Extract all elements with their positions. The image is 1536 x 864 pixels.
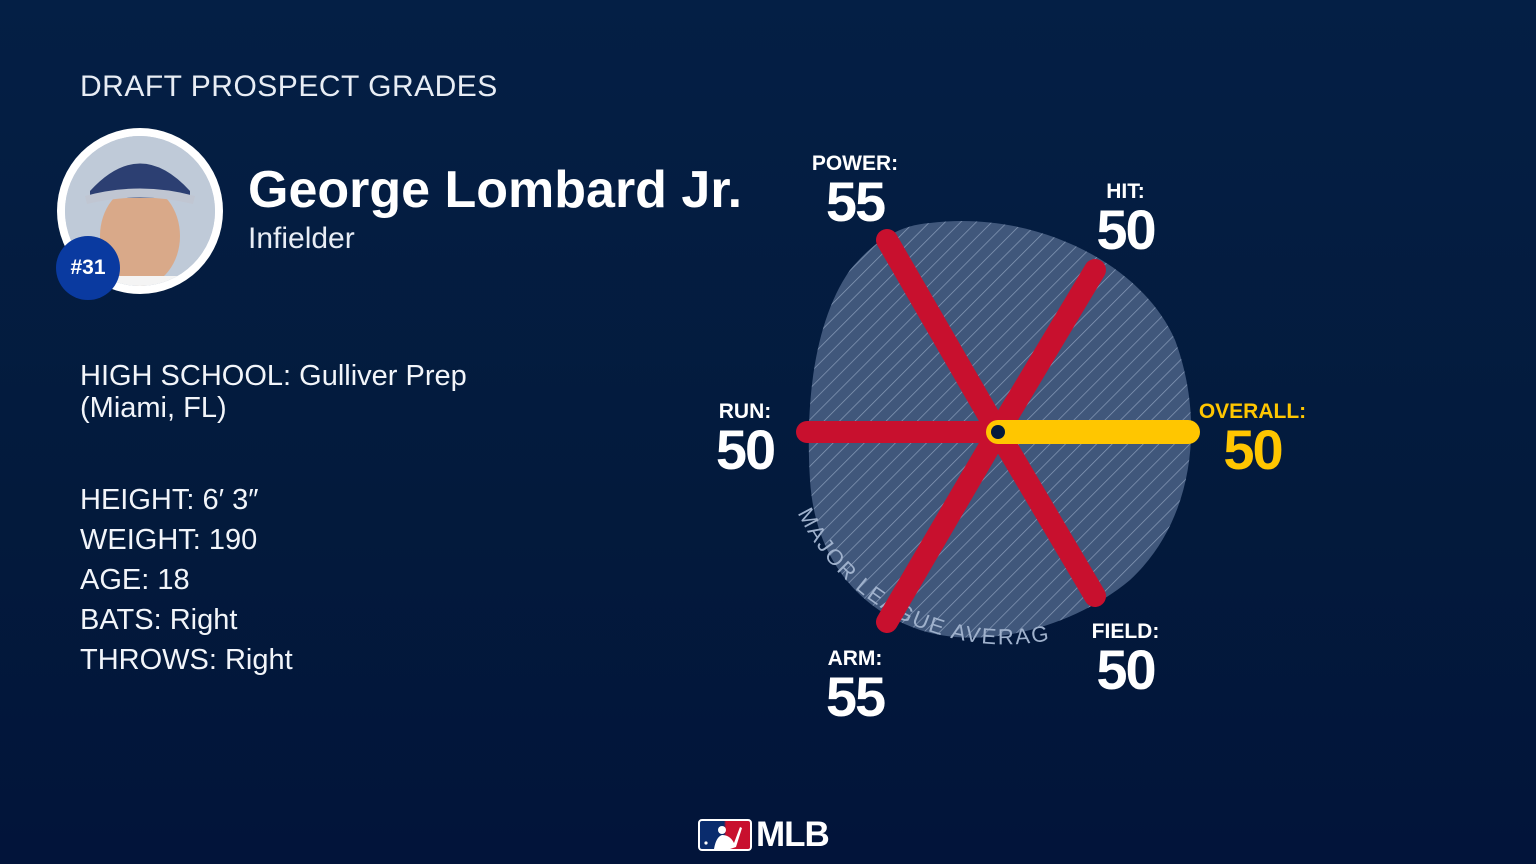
power-bar (876, 229, 1009, 443)
field-label: FIELD: (1091, 620, 1160, 643)
overall-label: OVERALL: (1198, 400, 1307, 423)
player-position: Infielder (248, 222, 355, 255)
field-grade: FIELD: 50 (1078, 621, 1173, 698)
mlb-logo: MLB (698, 815, 830, 855)
high-school: HIGH SCHOOL: Gulliver Prep (Miami, FL) (80, 360, 467, 424)
hit-label: HIT: (1106, 180, 1145, 203)
power-grade: POWER: 55 (805, 153, 905, 230)
arm-bar (876, 421, 1009, 633)
hit-value: 50 (1096, 198, 1156, 261)
tool-bars (796, 229, 1106, 633)
mlb-logo-text: MLB (756, 815, 830, 854)
stat-throws: THROWS: Right (80, 644, 293, 676)
mlb-batter-icon (698, 819, 752, 851)
run-label: RUN: (718, 400, 772, 423)
rank-badge: #31 (56, 236, 120, 300)
field-bar (987, 421, 1106, 607)
run-value: 50 (715, 418, 776, 481)
overall-value: 50 (1223, 418, 1283, 481)
overall-grade: OVERALL: 50 (1195, 401, 1310, 478)
field-value: 50 (1096, 638, 1156, 701)
stat-bats: BATS: Right (80, 604, 238, 636)
arm-grade: ARM: 55 (810, 648, 900, 725)
player-avatar (57, 128, 223, 294)
stat-height: HEIGHT: 6′ 3″ (80, 484, 259, 516)
player-stats: HEIGHT: 6′ 3″ WEIGHT: 190 AGE: 18 BATS: … (80, 480, 293, 680)
section-title: DRAFT PROSPECT GRADES (80, 70, 498, 103)
hit-grade: HIT: 50 (1078, 181, 1173, 258)
run-grade: RUN: 50 (700, 401, 790, 478)
center-dot (991, 425, 1005, 439)
stat-weight: WEIGHT: 190 (80, 524, 258, 556)
arm-value: 55 (825, 665, 886, 728)
power-label: POWER: (811, 152, 899, 175)
arm-label: ARM: (827, 647, 883, 670)
stat-age: AGE: 18 (80, 564, 190, 596)
player-name: George Lombard Jr. (248, 161, 743, 219)
power-value: 55 (825, 170, 886, 233)
hit-bar (987, 259, 1106, 443)
